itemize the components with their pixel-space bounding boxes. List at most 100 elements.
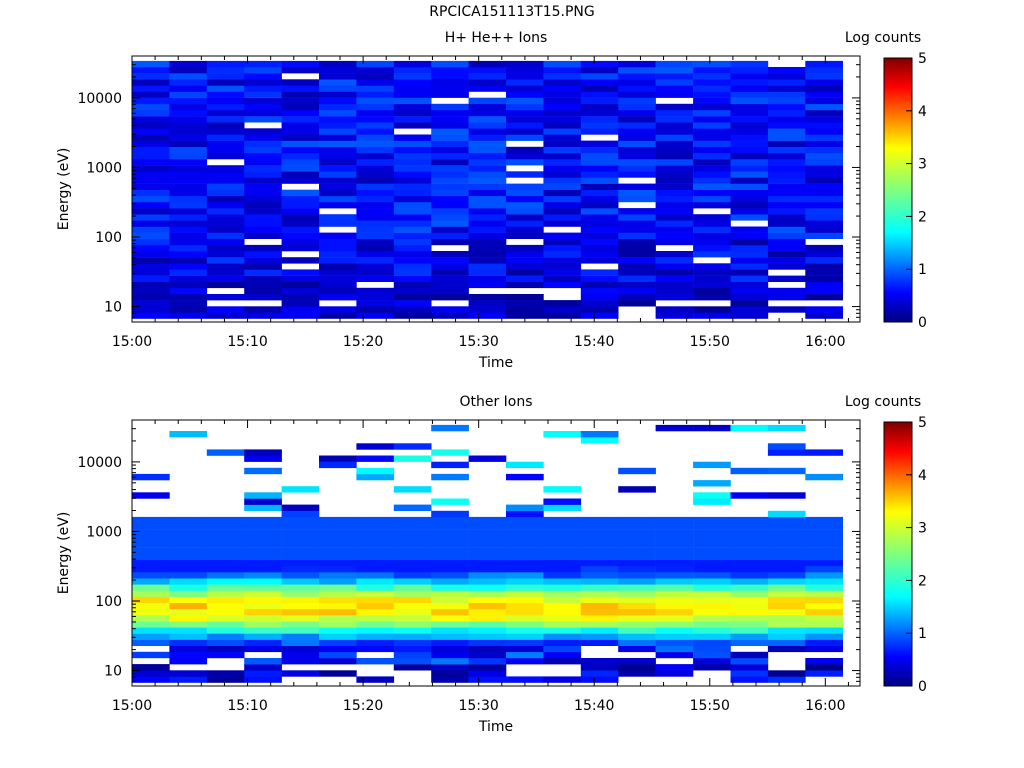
heatmap-cell	[281, 559, 320, 567]
heatmap-cell	[281, 670, 320, 677]
heatmap-cell	[431, 424, 469, 432]
heatmap-cell	[244, 578, 282, 585]
heatmap-cell	[506, 658, 544, 665]
heatmap-cell	[393, 220, 432, 227]
heatmap-cell	[468, 275, 507, 282]
heatmap-cell	[580, 664, 619, 671]
heatmap-cell	[655, 232, 694, 239]
heatmap-cell	[543, 486, 582, 493]
heatmap-cell	[655, 60, 694, 68]
heatmap-cell	[580, 572, 619, 579]
heatmap-cell	[393, 269, 432, 276]
heatmap-cell	[169, 578, 208, 585]
heatmap-cell	[805, 566, 843, 573]
heatmap-cell	[506, 91, 544, 98]
heatmap-cell	[244, 584, 282, 591]
heatmap-cell	[169, 639, 208, 646]
heatmap-cell	[319, 596, 357, 603]
heatmap-cell	[655, 615, 694, 622]
heatmap-cell	[431, 553, 469, 561]
heatmap-cell	[580, 109, 619, 117]
heatmap-cell	[169, 152, 208, 160]
heatmap-cell	[655, 294, 694, 301]
heatmap-cell	[319, 294, 357, 301]
heatmap-cell	[618, 134, 656, 141]
heatmap-cell	[132, 183, 170, 190]
heatmap-cell	[169, 177, 208, 184]
heatmap-cell	[468, 263, 507, 270]
heatmap-cell	[805, 275, 843, 282]
heatmap-cell	[468, 208, 507, 215]
heatmap-cell	[281, 214, 320, 221]
heatmap-cell	[281, 244, 320, 252]
heatmap-cell	[356, 220, 395, 227]
heatmap-cell	[206, 152, 245, 160]
heatmap-cell	[356, 584, 395, 591]
heatmap-cell	[618, 602, 656, 610]
heatmap-cell	[468, 140, 507, 147]
heatmap-cell	[693, 202, 731, 209]
heatmap-cell	[393, 226, 432, 233]
heatmap-cell	[580, 602, 619, 610]
heatmap-cell	[468, 251, 507, 258]
heatmap-cell	[393, 590, 432, 597]
heatmap-cell	[319, 73, 357, 80]
heatmap-cell	[169, 621, 208, 628]
heatmap-cell	[244, 541, 282, 548]
heatmap-cell	[805, 152, 843, 160]
heatmap-cell	[730, 596, 769, 603]
heatmap-cell	[805, 140, 843, 147]
heatmap-cell	[206, 140, 245, 147]
heatmap-cell	[730, 547, 769, 554]
heatmap-cell	[506, 639, 544, 646]
heatmap-cell	[319, 578, 357, 585]
heatmap-cell	[468, 214, 507, 221]
heatmap-cell	[281, 658, 320, 665]
heatmap-cell	[206, 67, 245, 74]
heatmap-cell	[319, 633, 357, 640]
heatmap-cell	[730, 467, 769, 475]
heatmap-cell	[693, 244, 731, 252]
heatmap-cell	[244, 572, 282, 579]
heatmap-cell	[580, 103, 619, 111]
heatmap-cell	[281, 590, 320, 597]
heatmap-cell	[655, 306, 694, 313]
heatmap-cell	[506, 559, 544, 567]
heatmap-cell	[805, 244, 843, 252]
heatmap-cell	[169, 79, 208, 86]
heatmap-cell	[393, 263, 432, 270]
heatmap-cell	[319, 621, 357, 628]
heatmap-cell	[506, 572, 544, 579]
heatmap-cell	[655, 639, 694, 646]
heatmap-cell	[730, 257, 769, 264]
heatmap-cell	[206, 627, 245, 634]
heatmap-cell	[767, 238, 806, 246]
heatmap-cell	[244, 529, 282, 536]
heatmap-cell	[767, 590, 806, 597]
heatmap-cell	[169, 596, 208, 603]
heatmap-cell	[132, 633, 170, 640]
heatmap-cell	[506, 312, 544, 319]
heatmap-cell	[169, 670, 208, 677]
heatmap-cell	[618, 535, 656, 542]
heatmap-cell	[543, 103, 582, 111]
heatmap-cell	[730, 177, 769, 184]
heatmap-cell	[693, 492, 731, 499]
heatmap-cell	[393, 602, 432, 610]
heatmap-cell	[169, 251, 208, 258]
heatmap-cell	[655, 645, 694, 653]
heatmap-cell	[655, 670, 694, 677]
heatmap-cell	[655, 85, 694, 92]
heatmap-cell	[244, 566, 282, 573]
heatmap-cell	[468, 633, 507, 640]
heatmap-cell	[655, 608, 694, 616]
heatmap-cell	[543, 257, 582, 264]
heatmap-cell	[169, 128, 208, 135]
heatmap-cell	[805, 547, 843, 554]
heatmap-cell	[132, 287, 170, 295]
heatmap-cell	[169, 146, 208, 154]
heatmap-cell	[244, 294, 282, 301]
heatmap-cell	[730, 608, 769, 616]
heatmap-cell	[693, 516, 731, 524]
heatmap-cell	[281, 60, 320, 68]
